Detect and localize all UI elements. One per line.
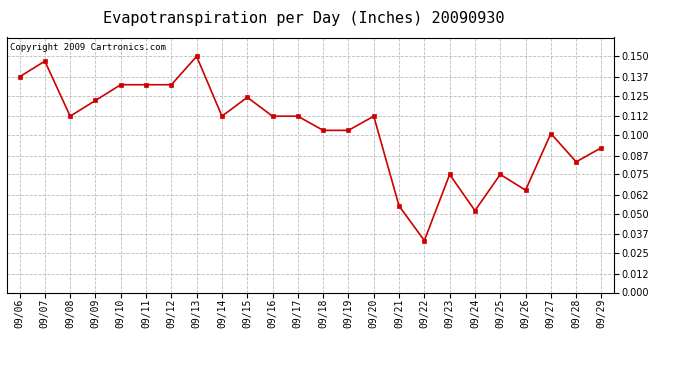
Text: Copyright 2009 Cartronics.com: Copyright 2009 Cartronics.com: [10, 43, 166, 52]
Text: Evapotranspiration per Day (Inches) 20090930: Evapotranspiration per Day (Inches) 2009…: [103, 11, 504, 26]
